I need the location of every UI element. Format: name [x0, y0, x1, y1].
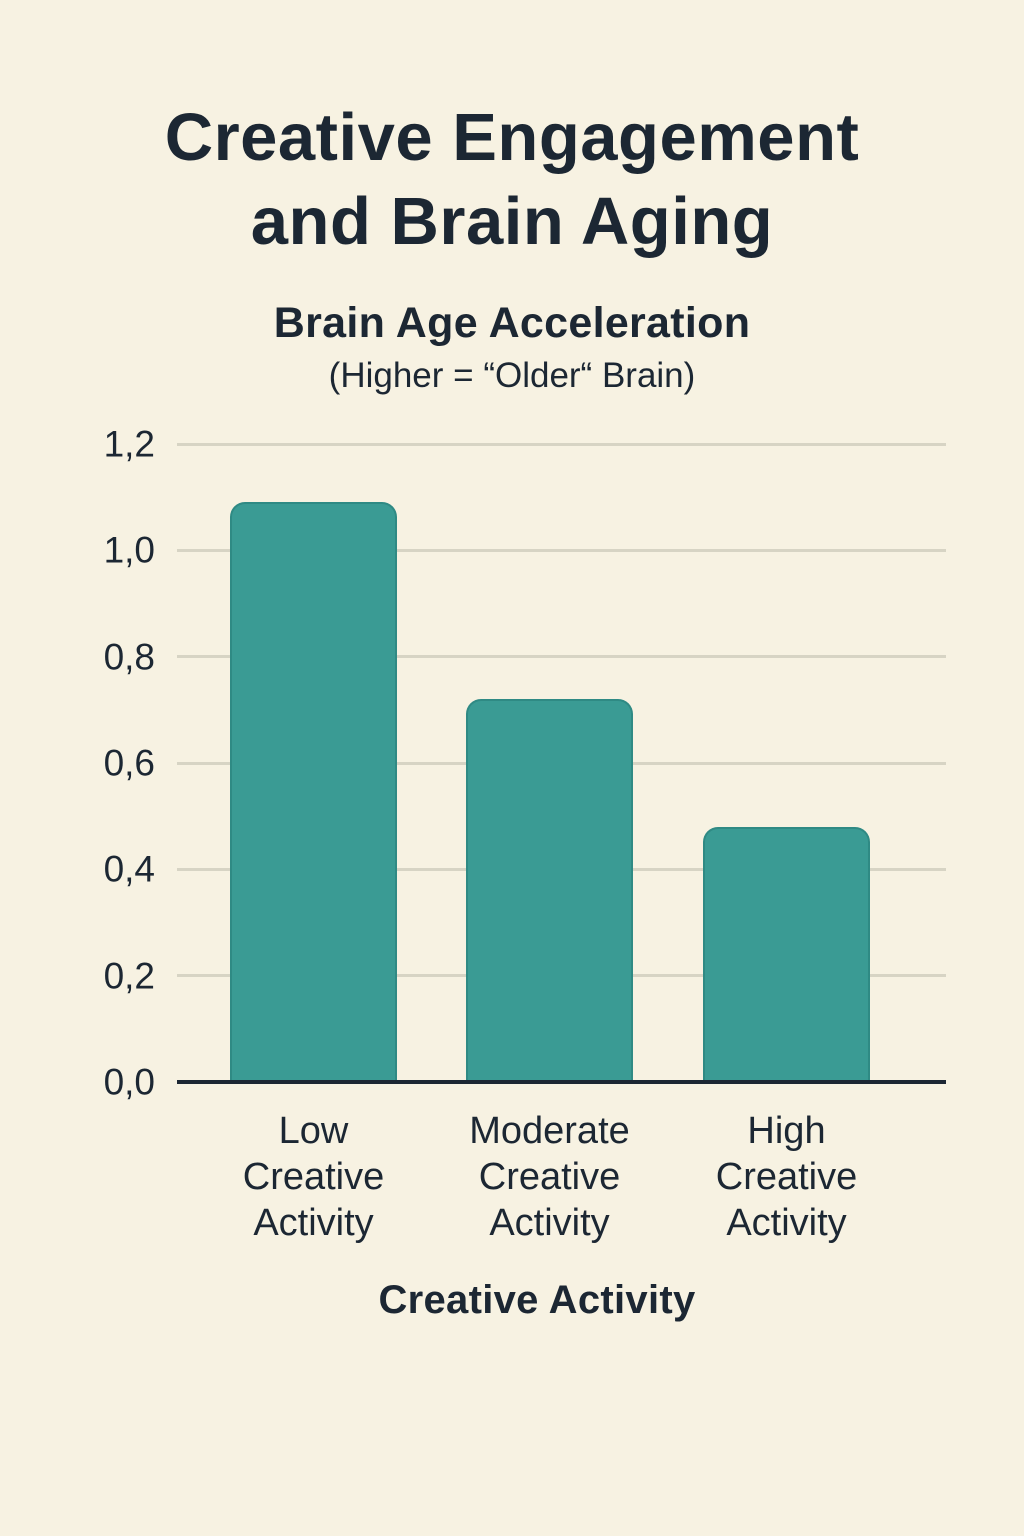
- x-axis-tick-label-line: Activity: [253, 1202, 374, 1244]
- x-axis-tick-label-line: Moderate: [469, 1110, 630, 1152]
- x-axis-line: [177, 1080, 946, 1084]
- bar: [703, 826, 870, 1082]
- y-axis-tick-label: 0,8: [103, 636, 155, 678]
- y-axis-tick-label: 0,2: [103, 955, 155, 997]
- bar: [230, 502, 397, 1082]
- y-axis-tick-label: 1,2: [103, 423, 155, 465]
- page-title-line-1: Creative Engagement: [164, 100, 860, 175]
- x-axis-tick-label: Moderate Creative Activity: [420, 1108, 680, 1246]
- x-axis-tick-label: High Creative Activity: [657, 1108, 917, 1246]
- x-axis-tick-label-line: Activity: [726, 1202, 847, 1244]
- chart-subtitle: (Higher = “Older“ Brain): [328, 356, 696, 395]
- x-axis-title: Creative Activity: [378, 1278, 696, 1322]
- y-axis-tick-label: 1,0: [103, 529, 155, 571]
- gridline: [177, 442, 946, 446]
- x-axis-tick-label-line: Activity: [489, 1202, 610, 1244]
- x-axis-tick-label-line: High: [747, 1110, 826, 1152]
- x-axis-tick-label-line: Creative: [478, 1156, 621, 1198]
- y-axis-tick-label: 0,0: [103, 1061, 155, 1103]
- chart-plot-area: 0,0 0,2 0,4 0,6 0,8 1,0 1,2 Low Creative Activity…: [104, 426, 946, 1244]
- bar: [466, 699, 633, 1082]
- x-axis-tick-label-line: Creative: [242, 1156, 385, 1198]
- y-axis-tick-label: 0,4: [103, 848, 155, 890]
- x-axis-tick-label-line: Low: [278, 1110, 349, 1152]
- gridline: [177, 655, 946, 659]
- chart-title: Brain Age Acceleration: [273, 299, 751, 347]
- x-axis-tick-label-line: Creative: [715, 1156, 858, 1198]
- y-axis-tick-label: 0,6: [103, 742, 155, 784]
- page-title: Creative Engagement and Brain Aging: [0, 96, 1024, 264]
- x-axis-tick-label: Low Creative Activity: [184, 1108, 444, 1246]
- page-title-line-2: and Brain Aging: [250, 184, 774, 259]
- gridline: [177, 548, 946, 552]
